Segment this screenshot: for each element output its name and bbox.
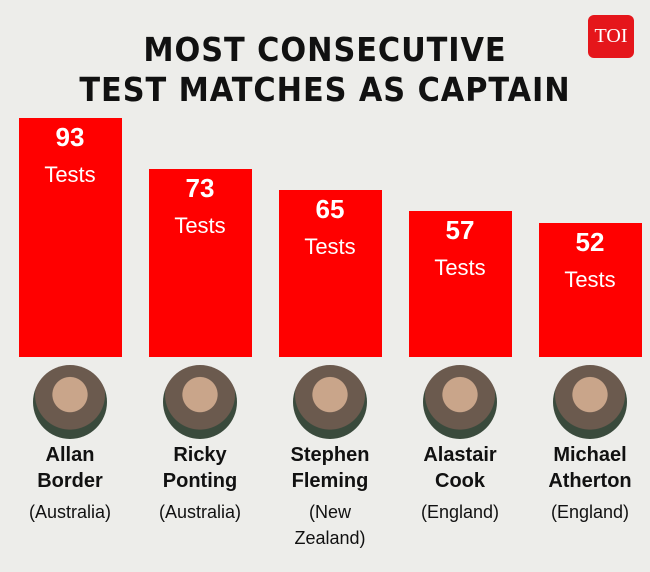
value-label: 93 <box>55 122 85 152</box>
title-line: TEST MATCHES AS CAPTAIN <box>79 70 571 109</box>
player-country: (England) <box>420 502 500 522</box>
player-name: Stephen Fleming <box>290 444 370 492</box>
unit-label: Tests <box>174 213 226 239</box>
player-country: (England) <box>550 502 630 522</box>
player-photo <box>423 365 497 439</box>
player-photo <box>553 365 627 439</box>
logo: TOI <box>588 15 634 58</box>
unit-label: Tests <box>564 267 616 293</box>
unit-label: Tests <box>44 162 96 187</box>
player-name: Allan Border <box>37 444 103 492</box>
bar <box>538 223 642 357</box>
value-label: 65 <box>315 193 345 224</box>
player-country: (New Zealand) <box>294 502 366 548</box>
value-label: 52 <box>575 227 605 258</box>
value-label: 73 <box>185 173 215 204</box>
bar <box>408 210 512 357</box>
player-country: (Australia) <box>158 502 242 522</box>
player-name: Michael Atherton <box>548 444 632 492</box>
value-label: 57 <box>445 214 475 245</box>
player-country: (Australia) <box>28 502 112 522</box>
player-photo <box>293 365 367 439</box>
unit-label: Tests <box>304 233 356 259</box>
player-photo <box>163 365 237 439</box>
bar <box>148 169 252 357</box>
title-line: MOST CONSECUTIVE <box>143 30 507 69</box>
bar <box>278 189 382 357</box>
player-photo <box>33 365 107 439</box>
unit-label: Tests <box>434 254 486 280</box>
player-name: Ricky Ponting <box>162 444 238 492</box>
player-name: Alastair Cook <box>423 444 497 492</box>
bar <box>18 118 122 357</box>
